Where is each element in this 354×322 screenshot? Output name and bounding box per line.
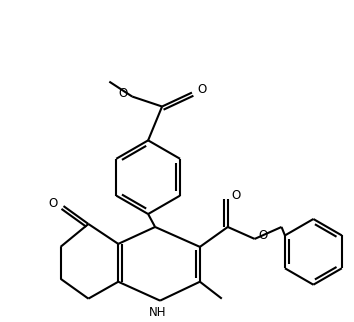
Text: O: O bbox=[48, 197, 58, 210]
Text: O: O bbox=[197, 83, 206, 96]
Text: O: O bbox=[232, 189, 241, 202]
Text: O: O bbox=[259, 230, 268, 242]
Text: NH: NH bbox=[149, 306, 167, 318]
Text: O: O bbox=[118, 87, 127, 100]
